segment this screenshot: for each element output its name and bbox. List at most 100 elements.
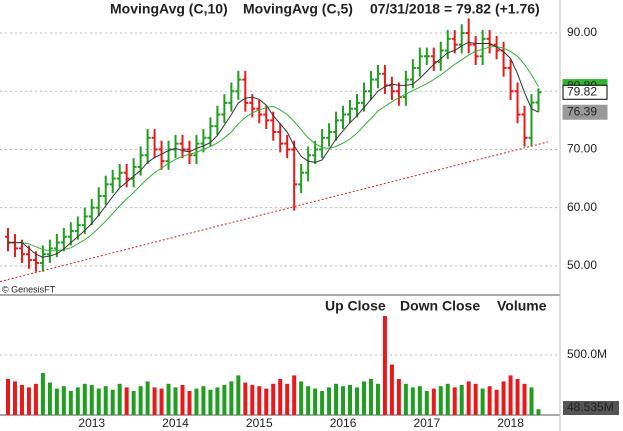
volume-bar <box>445 383 450 415</box>
y-tick-label: 90.00 <box>567 25 597 39</box>
volume-bar <box>6 379 10 415</box>
volume-bar <box>131 391 136 415</box>
volume-bar <box>508 375 513 415</box>
volume-bar <box>257 386 262 415</box>
close-last-label: 79.82 <box>567 84 597 98</box>
volume-bar <box>494 389 499 415</box>
legend-down: Down Close <box>400 298 480 314</box>
volume-bar <box>180 385 185 415</box>
volume-bar <box>515 379 520 415</box>
volume-bar <box>222 385 227 415</box>
volume-bar <box>54 388 59 415</box>
volume-bar <box>306 386 311 415</box>
volume-bar <box>138 386 143 415</box>
ma10-title: MovingAvg (C,10) <box>110 1 228 17</box>
x-tick-label: 2015 <box>246 416 273 430</box>
volume-bar <box>40 373 45 415</box>
volume-bar <box>166 383 171 415</box>
volume-bar <box>82 383 87 415</box>
volume-bar <box>403 383 408 415</box>
x-tick-label: 2017 <box>413 416 440 430</box>
moving-average <box>8 45 539 252</box>
x-tick-label: 2013 <box>78 416 105 430</box>
y-tick-label: 500.0M <box>567 347 607 361</box>
volume-bar <box>26 387 31 415</box>
volume-bar <box>159 388 164 415</box>
volume-bar <box>299 381 304 415</box>
close-last-box <box>562 84 608 100</box>
volume-bar <box>33 383 38 415</box>
volume-bar <box>313 388 318 415</box>
x-tick-label: 2016 <box>330 416 357 430</box>
volume-bar <box>285 383 290 415</box>
volume-bar <box>327 387 332 415</box>
volume-bar <box>452 387 457 415</box>
volume-bar <box>103 386 108 415</box>
volume-bar <box>536 409 541 415</box>
volume-bar <box>75 387 80 415</box>
volume-last-label: 48.535M <box>567 400 614 414</box>
volume-bar <box>522 383 527 415</box>
legend-up: Up Close <box>325 298 386 314</box>
volume-bar <box>236 375 241 415</box>
volume-bar <box>334 383 339 415</box>
volume-bar <box>348 385 353 415</box>
volume-bar <box>215 387 220 415</box>
volume-bar <box>229 381 234 415</box>
volume-bar <box>473 383 478 415</box>
ma5-last-label: 76.39 <box>567 104 597 118</box>
x-tick-label: 2014 <box>162 416 189 430</box>
volume-bar <box>61 386 66 415</box>
legend-volume: Volume <box>497 298 547 314</box>
volume-bar <box>194 388 199 415</box>
volume-bar <box>466 381 471 415</box>
volume-bar <box>243 382 248 415</box>
x-tick-label: 2018 <box>497 416 524 430</box>
volume-bar <box>68 391 73 415</box>
credit: © GenesisFT <box>2 284 56 294</box>
y-tick-label: 60.00 <box>567 200 597 214</box>
volume-bar <box>529 387 534 415</box>
volume-bar <box>355 387 359 415</box>
volume-bar <box>173 387 178 415</box>
volume-bar <box>382 316 387 415</box>
volume-bar <box>12 381 17 415</box>
volume-bar <box>438 386 443 415</box>
volume-bar <box>208 389 213 415</box>
volume-bar <box>487 386 492 415</box>
volume-bar <box>424 391 429 415</box>
y-tick-label: 50.00 <box>567 258 597 272</box>
volume-bar <box>271 383 276 415</box>
volume-bar <box>264 388 269 415</box>
volume-bar <box>341 386 346 415</box>
volume-bar <box>47 382 52 415</box>
volume-bar <box>250 385 255 415</box>
volume-bar <box>201 386 206 415</box>
y-tick-label: 70.00 <box>567 142 597 156</box>
volume-bar <box>145 381 150 415</box>
volume-bar <box>292 375 297 415</box>
volume-bar <box>361 381 366 415</box>
volume-bar <box>459 385 464 415</box>
volume-bar <box>124 387 129 415</box>
headline: 07/31/2018 = 79.82 (+1.76) <box>370 1 540 17</box>
moving-average <box>8 41 539 258</box>
volume-bar <box>431 388 436 415</box>
volume-bar <box>320 391 325 415</box>
volume-bar <box>396 379 401 415</box>
volume-bar <box>187 391 192 415</box>
volume-bar <box>375 383 380 415</box>
ma5-last-box <box>562 104 608 120</box>
volume-bar <box>117 383 122 415</box>
volume-bar <box>96 388 101 415</box>
volume-bar <box>501 381 506 415</box>
volume-bar <box>278 379 283 415</box>
ma5-title: MovingAvg (C,5) <box>243 1 353 17</box>
volume-last-box <box>563 401 619 415</box>
volume-bar <box>19 385 24 415</box>
volume-bar <box>110 389 115 415</box>
volume-bar <box>89 385 94 415</box>
volume-bar <box>389 364 394 415</box>
